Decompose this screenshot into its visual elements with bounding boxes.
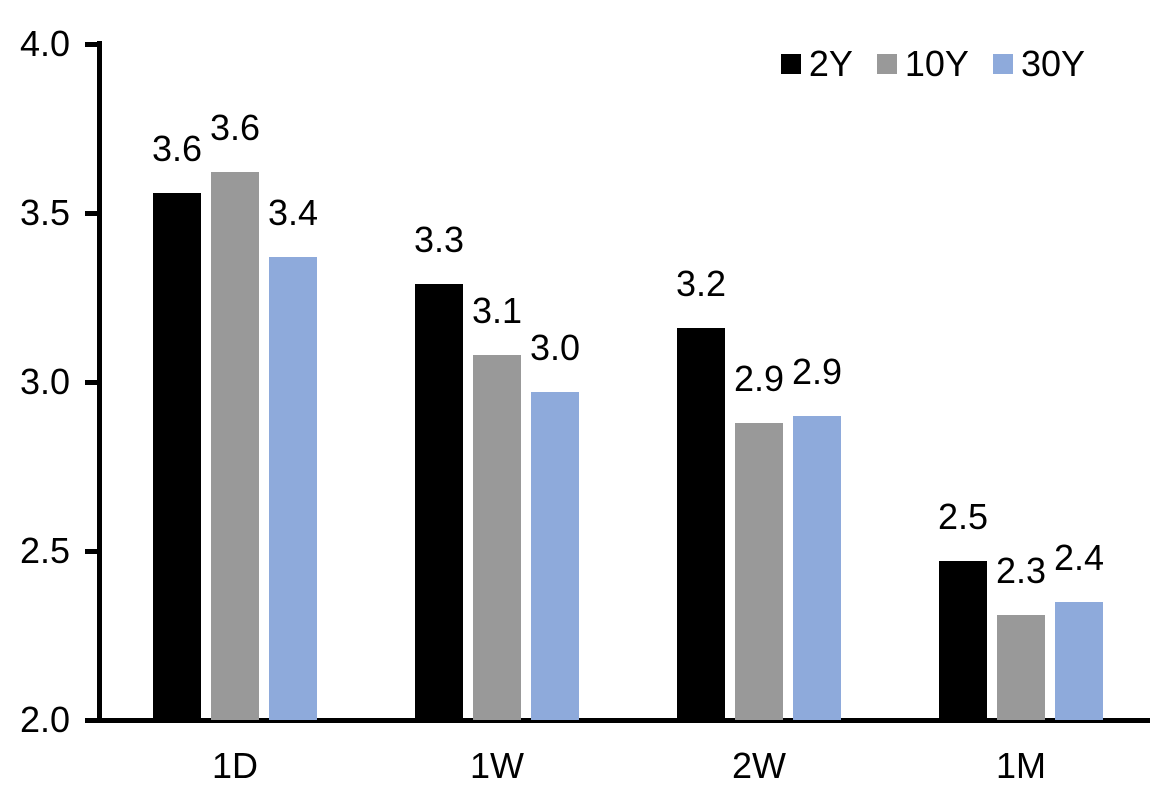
- x-axis-label-1w: 1W: [470, 745, 524, 786]
- bar-value-label: 2.9: [791, 350, 843, 392]
- bar-value-label: 3.6: [151, 127, 203, 169]
- bar-value-label: 2.9: [733, 357, 785, 399]
- y-axis-tick-mark: [85, 42, 98, 47]
- x-axis-line: [93, 718, 1150, 723]
- x-axis-label-2w: 2W: [732, 745, 786, 786]
- x-axis-label-1d: 1D: [211, 745, 259, 786]
- y-axis-line: [97, 41, 102, 723]
- bar-30y-2w: [793, 415, 841, 720]
- bar-value-label: 3.3: [413, 218, 465, 260]
- legend-label: 2Y: [808, 43, 853, 84]
- x-axis-label-1m: 1M: [995, 745, 1046, 786]
- y-axis-tick-mark: [85, 549, 98, 554]
- y-axis-tick-mark: [85, 211, 98, 216]
- bar-10y-1m: [997, 615, 1045, 720]
- legend-item-30y: 30Y: [992, 43, 1085, 84]
- legend-label: 10Y: [904, 43, 969, 84]
- bar-30y-1d: [269, 256, 317, 720]
- y-axis-tick-label: 3.0: [19, 361, 70, 402]
- legend-item-10y: 10Y: [876, 43, 969, 84]
- y-axis-tick-label: 2.5: [19, 530, 70, 571]
- bar-30y-1w: [531, 392, 579, 720]
- y-axis-tick-label: 3.5: [19, 192, 70, 233]
- bar-10y-1d: [211, 172, 259, 720]
- bar-10y-1w: [473, 354, 521, 720]
- bar-2y-1w: [415, 283, 463, 720]
- y-axis-tick-label: 2.0: [19, 699, 70, 740]
- bar-value-label: 2.4: [1053, 536, 1105, 578]
- legend: 2Y 10Y 30Y: [780, 43, 1085, 84]
- bar-value-label: 2.3: [995, 550, 1047, 592]
- y-axis-tick-mark: [85, 718, 98, 723]
- bar-value-label: 3.2: [675, 262, 727, 304]
- bar-value-label: 3.4: [267, 191, 319, 233]
- legend-item-2y: 2Y: [780, 43, 853, 84]
- bar-value-label: 3.1: [471, 289, 523, 331]
- legend-swatch-2y: [780, 54, 801, 74]
- bar-2y-1m: [939, 561, 987, 720]
- bar-value-label: 3.6: [209, 107, 261, 149]
- y-axis-tick-mark: [85, 380, 98, 385]
- y-axis-tick-label: 4.0: [19, 23, 70, 64]
- bar-10y-2w: [735, 422, 783, 720]
- legend-label: 30Y: [1020, 43, 1085, 84]
- bar-30y-1m: [1055, 601, 1103, 720]
- bar-2y-2w: [677, 327, 725, 720]
- bar-2y-1d: [153, 192, 201, 720]
- legend-swatch-10y: [876, 54, 897, 74]
- bar-value-label: 3.0: [529, 327, 581, 369]
- legend-swatch-30y: [992, 54, 1013, 74]
- bar-value-label: 2.5: [937, 496, 989, 538]
